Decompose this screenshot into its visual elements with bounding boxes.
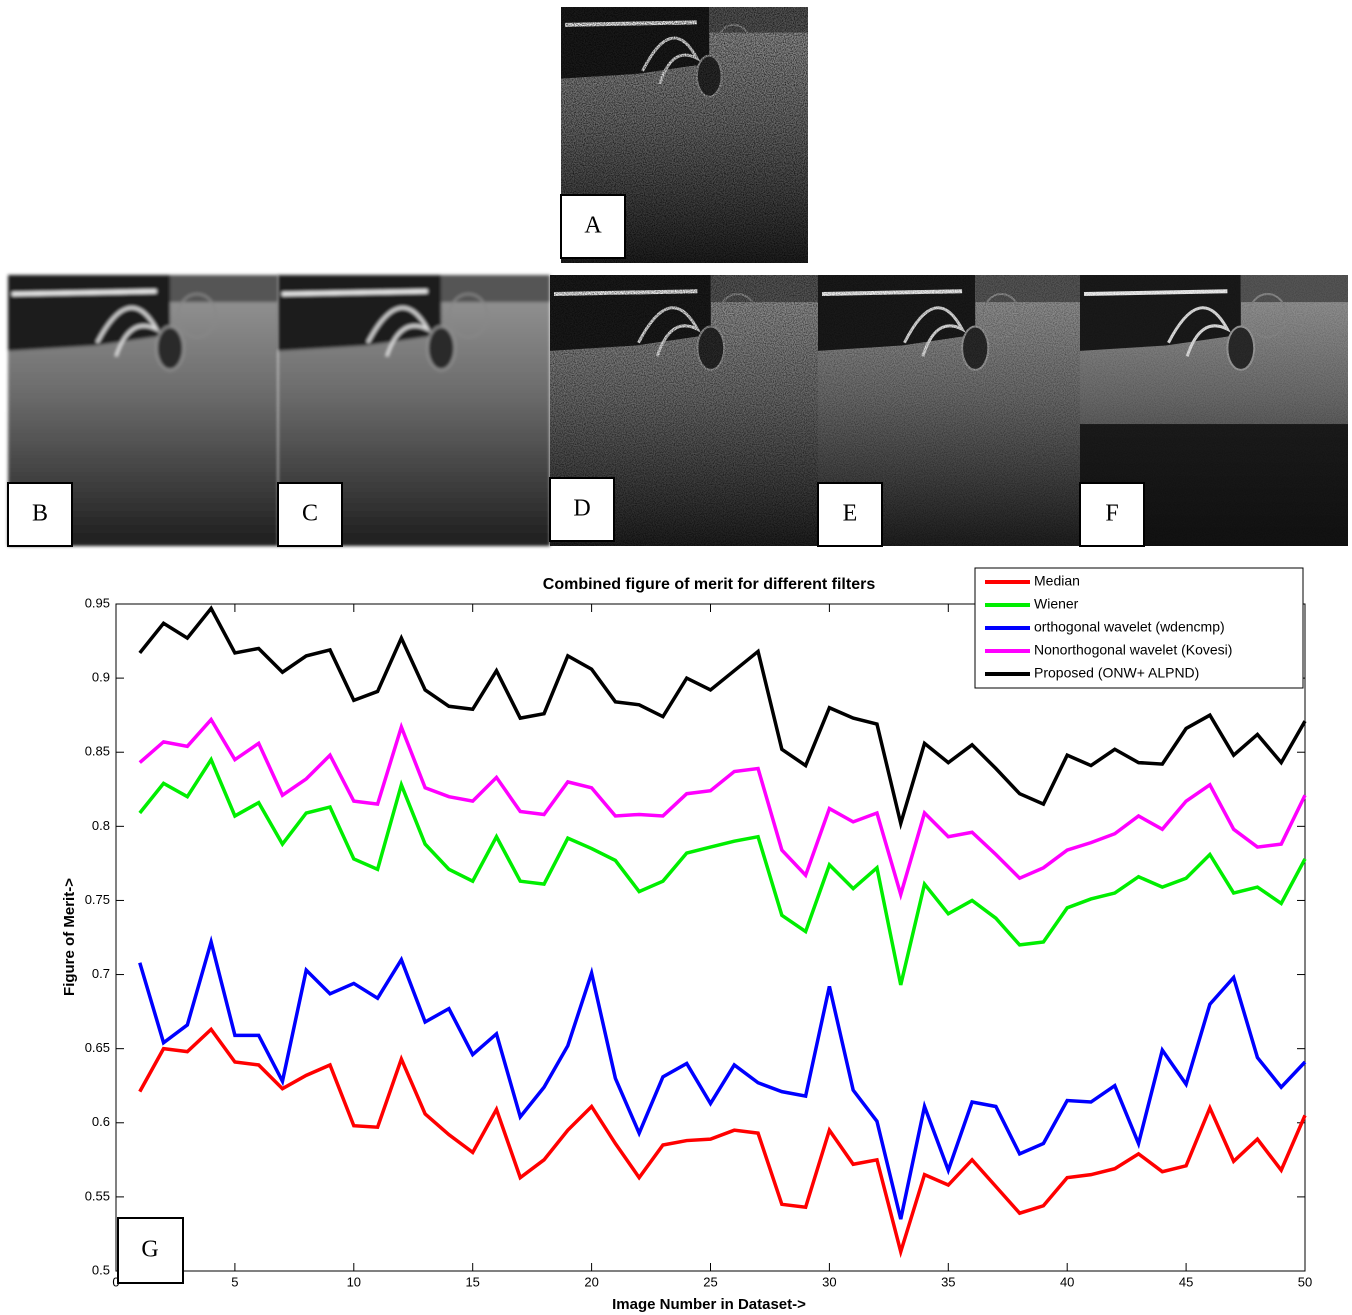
image-ring bbox=[448, 292, 489, 339]
panel-label: C bbox=[302, 501, 318, 527]
y-tick-label: 0.65 bbox=[85, 1040, 110, 1055]
panel-label-box bbox=[7, 482, 73, 547]
x-axis-label: Image Number in Dataset-> bbox=[612, 1296, 806, 1313]
series-line bbox=[138, 1026, 1307, 1259]
x-tick-label: 20 bbox=[584, 1274, 598, 1289]
annotation-box bbox=[117, 1217, 184, 1284]
oct-image: F bbox=[1079, 275, 1348, 547]
y-tick-label: 0.95 bbox=[85, 595, 110, 610]
panel-label-box bbox=[277, 482, 343, 547]
panel-label: A bbox=[584, 213, 602, 239]
x-tick-label: 45 bbox=[1179, 1274, 1193, 1289]
legend-label: orthogonal wavelet (wdencmp) bbox=[1034, 619, 1225, 635]
image-bright-line bbox=[281, 289, 428, 296]
panel-label-box bbox=[1079, 482, 1145, 547]
panel-label: D bbox=[573, 496, 590, 522]
legend-label: Median bbox=[1034, 573, 1080, 589]
x-tick-label: 35 bbox=[941, 1274, 955, 1289]
panel-label-box bbox=[549, 477, 615, 542]
y-tick-label: 0.55 bbox=[85, 1188, 110, 1203]
panel-label: B bbox=[32, 501, 48, 527]
oct-image: C bbox=[277, 275, 550, 547]
x-tick-label: 15 bbox=[465, 1274, 479, 1289]
oct-image: E bbox=[817, 275, 1080, 547]
x-tick-label: 40 bbox=[1060, 1274, 1074, 1289]
image-content bbox=[8, 275, 278, 546]
y-axis-label: Figure of Merit-> bbox=[61, 878, 78, 996]
y-tick-label: 0.75 bbox=[85, 892, 110, 907]
series-line bbox=[138, 605, 1307, 831]
chart-title: Combined figure of merit for different f… bbox=[543, 576, 876, 593]
x-tick-label: 10 bbox=[347, 1274, 361, 1289]
y-tick-label: 0.5 bbox=[92, 1262, 110, 1277]
x-tick-label: 5 bbox=[231, 1274, 238, 1289]
image-cyst bbox=[155, 325, 185, 371]
x-tick-label: 25 bbox=[703, 1274, 717, 1289]
image-ring bbox=[177, 292, 217, 339]
series-line bbox=[138, 755, 1307, 986]
oct-image: B bbox=[7, 275, 278, 547]
y-tick-label: 0.85 bbox=[85, 744, 110, 759]
plot-area bbox=[115, 603, 1306, 1272]
series-line bbox=[138, 935, 1307, 1220]
image-cyst bbox=[426, 325, 456, 371]
legend-label: Wiener bbox=[1034, 596, 1079, 612]
series-line bbox=[138, 716, 1307, 901]
legend-label: Proposed (ONW+ ALPND) bbox=[1034, 665, 1199, 681]
panel-label-box bbox=[560, 194, 626, 259]
y-tick-label: 0.9 bbox=[92, 670, 110, 685]
image-fold bbox=[366, 306, 432, 357]
y-tick-label: 0.8 bbox=[92, 818, 110, 833]
panel-label-box bbox=[817, 482, 883, 547]
x-tick-label: 30 bbox=[822, 1274, 836, 1289]
legend-label: Nonorthogonal wavelet (Kovesi) bbox=[1034, 642, 1232, 658]
panel-label: F bbox=[1105, 501, 1118, 527]
annotation: G bbox=[141, 1237, 158, 1263]
y-tick-label: 0.6 bbox=[92, 1114, 110, 1129]
oct-image: D bbox=[549, 275, 818, 546]
chart: Combined figure of merit for different f… bbox=[61, 567, 1312, 1313]
image-fold bbox=[95, 306, 161, 357]
y-tick-label: 0.7 bbox=[92, 966, 110, 981]
x-tick-label: 50 bbox=[1298, 1274, 1312, 1289]
panel-label: E bbox=[843, 501, 858, 527]
x-tick-label: 0 bbox=[112, 1274, 119, 1289]
image-panels: A B C D E F bbox=[7, 7, 1348, 547]
image-bright-line bbox=[11, 289, 157, 296]
image-content bbox=[278, 275, 550, 546]
oct-image: A bbox=[560, 7, 808, 263]
